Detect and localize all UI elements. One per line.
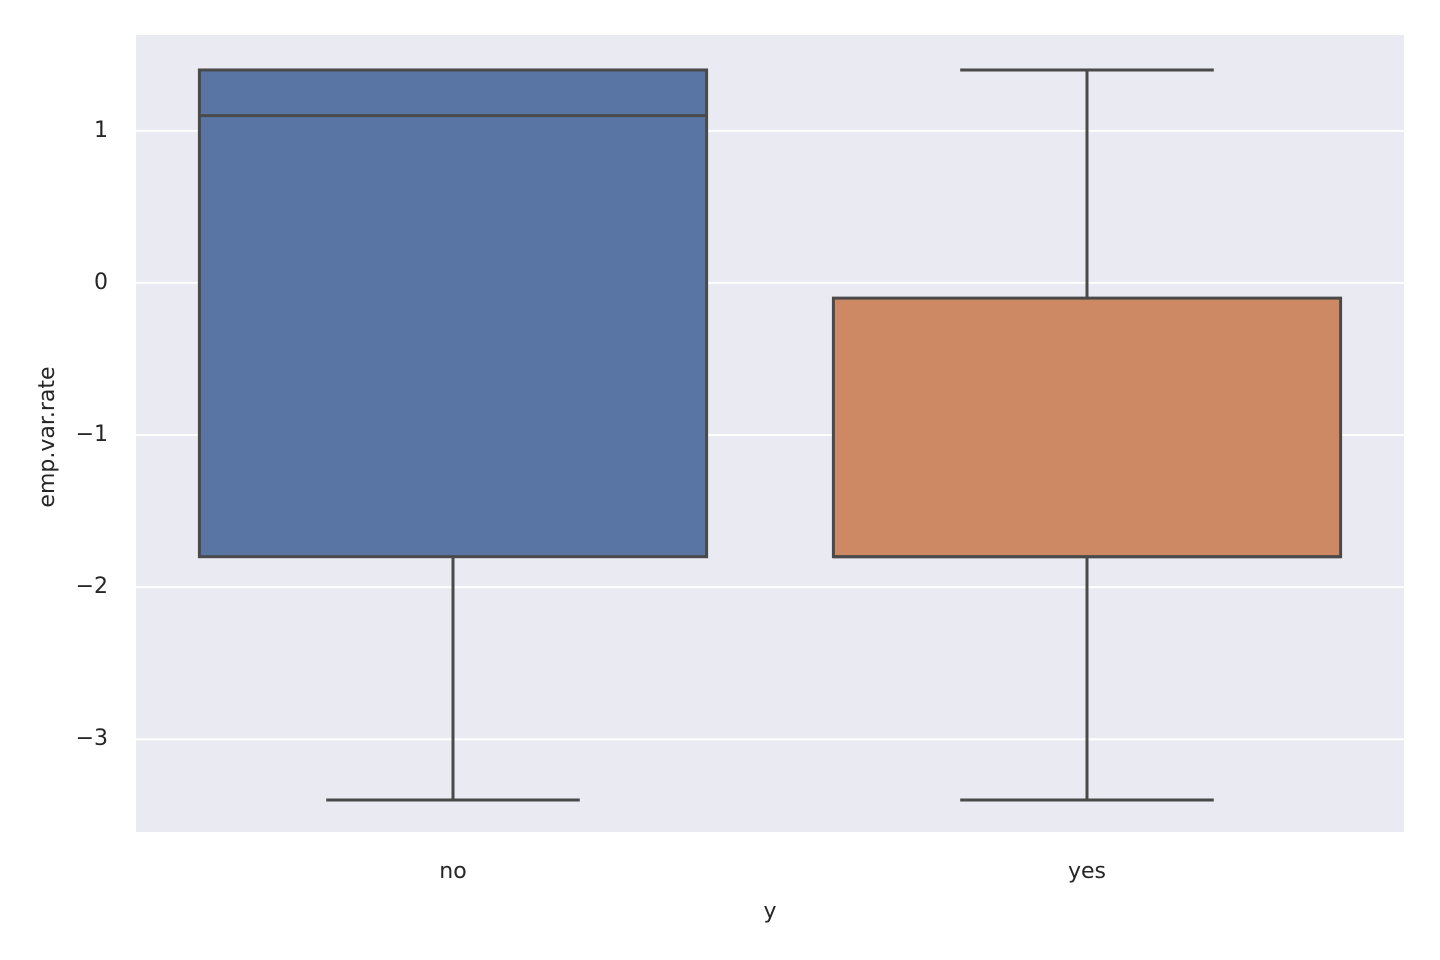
y-tick-label: −1 [76, 422, 108, 447]
y-tick-label: −3 [76, 726, 108, 751]
x-tick-label: yes [1068, 859, 1106, 884]
x-tick-label: no [439, 859, 466, 884]
y-axis-label: emp.var.rate [35, 366, 60, 507]
box [197, 68, 709, 559]
y-tick-label: −2 [76, 574, 108, 599]
y-tick-label: 1 [94, 118, 108, 143]
box [831, 296, 1343, 559]
x-axis-label: y [763, 899, 776, 924]
y-tick-label: 0 [94, 270, 108, 295]
